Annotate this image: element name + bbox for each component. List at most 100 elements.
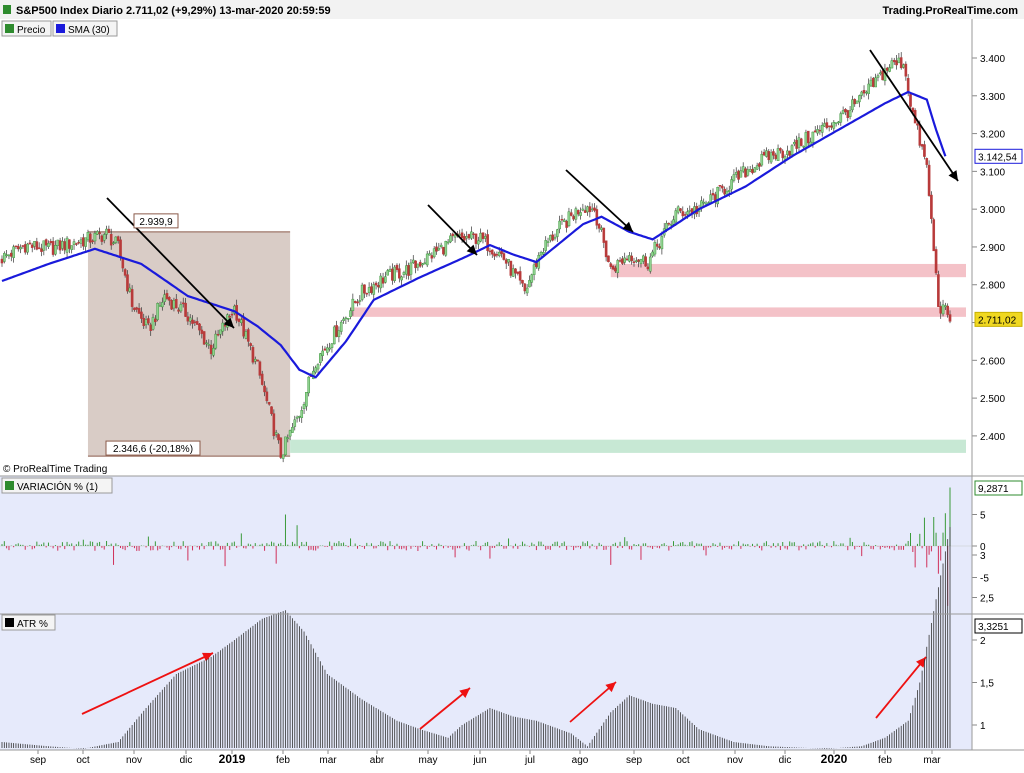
candle-body — [486, 234, 489, 251]
candle-body — [65, 237, 69, 253]
candle-body — [539, 251, 543, 256]
candle-body — [181, 302, 185, 305]
trend-arrow — [427, 204, 478, 256]
price-ytick-label: 3.100 — [980, 167, 1005, 178]
candle-body — [435, 246, 438, 252]
candle-body — [411, 259, 415, 263]
candle-body — [432, 248, 436, 258]
candle-body — [472, 233, 475, 235]
candle-body — [502, 253, 506, 260]
candle-body — [851, 99, 854, 111]
candle-body — [212, 348, 215, 356]
candle-body — [200, 329, 204, 334]
candle-body — [681, 211, 685, 217]
candle-body — [305, 392, 308, 407]
candle-body — [3, 253, 6, 262]
candle-body — [711, 193, 715, 196]
candle-body — [569, 212, 573, 216]
candle-body — [660, 236, 664, 250]
legend-atr[interactable]: ATR % — [1, 614, 56, 631]
candle-body — [553, 236, 557, 239]
candle-body — [216, 334, 220, 336]
candle-body — [414, 260, 417, 269]
candle-body — [177, 309, 180, 312]
candle-body — [579, 212, 582, 216]
legend-variacion[interactable]: VARIACIÓN % (1) — [1, 477, 113, 494]
candle-body — [535, 262, 538, 267]
candle-body — [28, 242, 32, 245]
candle-body — [732, 174, 736, 181]
candle-body — [363, 284, 366, 294]
candle-body — [934, 249, 938, 274]
candle-body — [395, 264, 399, 271]
candle-body — [49, 240, 53, 244]
legend-sma[interactable]: SMA (30) — [52, 20, 118, 37]
volatility-arrow-head — [202, 652, 213, 662]
candle-body — [198, 323, 201, 331]
candle-body — [841, 110, 845, 114]
box-high-label-box — [133, 213, 179, 229]
candle-body — [407, 265, 410, 276]
candle-body — [772, 151, 775, 156]
candle-body — [746, 169, 750, 176]
candle-body — [291, 427, 294, 433]
xaxis-label: nov — [126, 755, 142, 766]
candle-body — [758, 163, 761, 167]
candle-body — [349, 310, 352, 317]
candle-body — [316, 364, 320, 370]
candle-body — [581, 208, 585, 211]
xaxis-label: abr — [370, 755, 385, 766]
candle-body — [793, 142, 796, 145]
candle-body — [195, 321, 199, 325]
candle-body — [370, 286, 373, 294]
trend-arrow-head — [622, 221, 633, 232]
xaxis-label: oct — [76, 755, 90, 766]
candle-body — [811, 131, 815, 143]
xaxis-label: 2020 — [821, 752, 848, 766]
atr-value-label: 3,3251 — [978, 622, 1009, 633]
candle-body — [551, 234, 554, 241]
candle-body — [848, 110, 852, 117]
legend-atr-box — [1, 614, 56, 631]
candle-body — [172, 299, 176, 309]
candle-body — [61, 241, 64, 249]
candle-body — [576, 210, 580, 215]
chart-title: S&P500 Index Diario 2.711,02 (+9,29%) 13… — [16, 5, 331, 17]
candle-body — [797, 137, 801, 148]
candle-body — [70, 245, 74, 250]
candle-body — [862, 90, 866, 94]
legend-price[interactable]: Precio — [1, 20, 52, 37]
candle-body — [897, 57, 901, 64]
candle-body — [302, 404, 306, 409]
candle-body — [607, 255, 610, 263]
legend-sma-label: SMA (30) — [68, 25, 110, 36]
candle-body — [409, 262, 413, 275]
candle-body — [26, 243, 29, 253]
candle-body — [818, 129, 822, 132]
candle-body — [279, 437, 283, 458]
candle-body — [874, 77, 877, 88]
candle-body — [121, 257, 125, 269]
candle-body — [439, 244, 443, 248]
candle-body — [93, 233, 97, 242]
candle-body — [686, 211, 689, 215]
trend-arrow-head — [223, 317, 234, 328]
price-value-label-box — [974, 311, 1023, 327]
legend-variacion-box — [1, 477, 113, 494]
candle-body — [346, 318, 350, 320]
candle-body — [377, 284, 380, 288]
sma-value-label-box — [974, 148, 1023, 164]
candle-body — [256, 359, 259, 362]
candle-body — [128, 287, 132, 292]
candle-body — [586, 206, 589, 213]
candle-body — [330, 343, 334, 348]
legend-variacion-swatch — [5, 481, 14, 490]
candle-body — [7, 254, 11, 257]
candle-body — [228, 316, 232, 318]
candle-body — [590, 208, 594, 211]
candle-body — [885, 67, 889, 71]
candle-body — [323, 348, 327, 351]
xaxis-label: ago — [572, 755, 589, 766]
candle-body — [802, 146, 805, 148]
candle-body — [500, 250, 503, 255]
